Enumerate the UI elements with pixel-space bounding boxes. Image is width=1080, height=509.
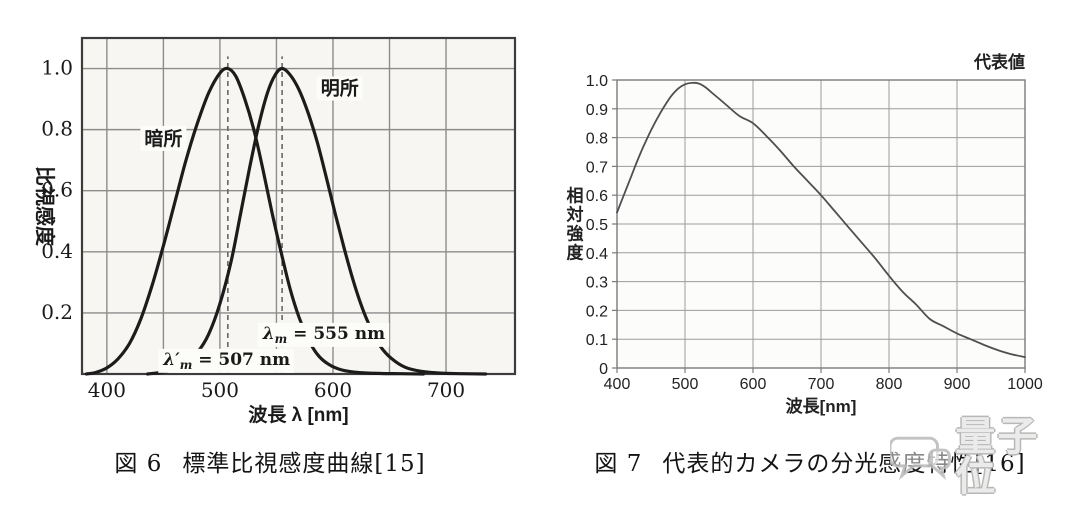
y-tick-label: 0.8: [586, 131, 608, 148]
y-tick-label: 0.1: [586, 332, 608, 349]
x-tick-label: 600: [740, 376, 767, 393]
y-tick-label: 0.8: [41, 117, 73, 141]
y-tick-label: 0.3: [586, 275, 608, 292]
y-tick-label: 0.4: [41, 239, 73, 263]
y-tick-label: 0: [599, 361, 608, 378]
y-tick-label: 0.5: [586, 217, 608, 234]
figure-7-caption-label: 図 7: [594, 451, 643, 477]
y-tick-label: 0.6: [41, 178, 73, 202]
legend-label: 代表値: [973, 52, 1025, 72]
x-tick-label: 1000: [1007, 376, 1043, 393]
lambda-507-note: λ′m = 507 nm: [158, 348, 295, 373]
camera-sensitivity-curve: [616, 81, 1026, 358]
figure-7-caption: 図 7 代表的カメラの分光感度特性[16]: [540, 444, 1080, 478]
figure-6-caption: 図 6 標準比視感度曲線[15]: [0, 444, 540, 478]
photopic-label-bg: [316, 76, 363, 101]
grid: [82, 38, 515, 374]
lambda-507-note-bg: [158, 348, 295, 373]
tick-labels: 400 500 600 700 800 900 1000 1.0 0.9 0.8 0.7 0.6 0.5…: [586, 73, 1043, 393]
y-tick-label: 1.0: [41, 56, 73, 80]
x-tick-label: 700: [808, 376, 835, 393]
x-tick-label: 500: [672, 376, 699, 393]
scotopic-curve: [84, 66, 425, 376]
x-tick-label: 700: [427, 378, 465, 402]
scotopic-label: 暗所: [140, 125, 187, 151]
lambda-555-note-bg: [257, 322, 390, 347]
lambda-555-note: λm = 555 nm: [257, 322, 390, 347]
x-tick-label: 500: [201, 378, 239, 402]
y-tick-label: 0.4: [586, 246, 608, 263]
figure-7-caption-title: 代表的カメラの分光感度特性[16]: [662, 451, 1026, 477]
photopic-label: 明所: [316, 76, 363, 101]
annotations: 暗所 明所 λ′m = 507 nm λm = 555 nm: [140, 76, 390, 373]
y-tick-label: 0.2: [41, 300, 73, 324]
figure-6-caption-title: 標準比視感度曲線[15]: [182, 451, 426, 477]
y-axis-label-char: 対: [566, 205, 584, 225]
figure-7: 400 500 600 700 800 900 1000 1.0 0.9 0.8 0.7 0.6 0.5…: [540, 0, 1080, 509]
photopic-label-text: 明所: [321, 78, 359, 100]
luminous-efficiency-chart: 400 500 600 700 1.0 0.8 0.6 0.4 0.2 波長 λ [nm] 比視感度…: [33, 36, 517, 426]
plot-border: [80, 36, 517, 376]
scotopic-label-bg: [140, 125, 187, 151]
x-tick-label: 900: [944, 376, 971, 393]
y-tick-label: 1.0: [586, 73, 608, 90]
scotopic-label-text: 暗所: [144, 127, 182, 150]
lambda-507-note-text: λ′m = 507 nm: [162, 350, 290, 372]
y-axis-label-char: 相: [567, 186, 584, 206]
x-tick-label: 400: [88, 378, 126, 402]
x-tick-label: 800: [876, 376, 903, 393]
y-axis-label-char: 強: [567, 224, 584, 244]
y-axis-label: 比視感度: [33, 166, 57, 247]
figure-6: 400 500 600 700 1.0 0.8 0.6 0.4 0.2 波長 λ [nm] 比視感度…: [0, 36, 540, 478]
lambda-555-note-text: λm = 555 nm: [262, 324, 385, 346]
tick-labels: 400 500 600 700 1.0 0.8 0.6 0.4 0.2: [41, 56, 465, 402]
figure-6-caption-label: 図 6: [114, 451, 163, 477]
x-tick-label: 600: [314, 378, 352, 402]
x-axis-label: 波長[nm]: [786, 396, 857, 416]
y-axis-label-char: 度: [567, 243, 585, 263]
y-tick-label: 0.7: [586, 159, 608, 176]
y-tick-label: 0.2: [586, 303, 608, 320]
camera-spectral-sensitivity-chart: 400 500 600 700 800 900 1000 1.0 0.9 0.8 0.7 0.6 0.5…: [566, 52, 1043, 416]
x-axis-label: 波長 λ [nm]: [248, 403, 348, 426]
photopic-curve: [146, 66, 488, 376]
y-tick-label: 0.6: [586, 188, 608, 205]
x-tick-label: 400: [604, 376, 631, 393]
y-tick-label: 0.9: [586, 102, 608, 119]
